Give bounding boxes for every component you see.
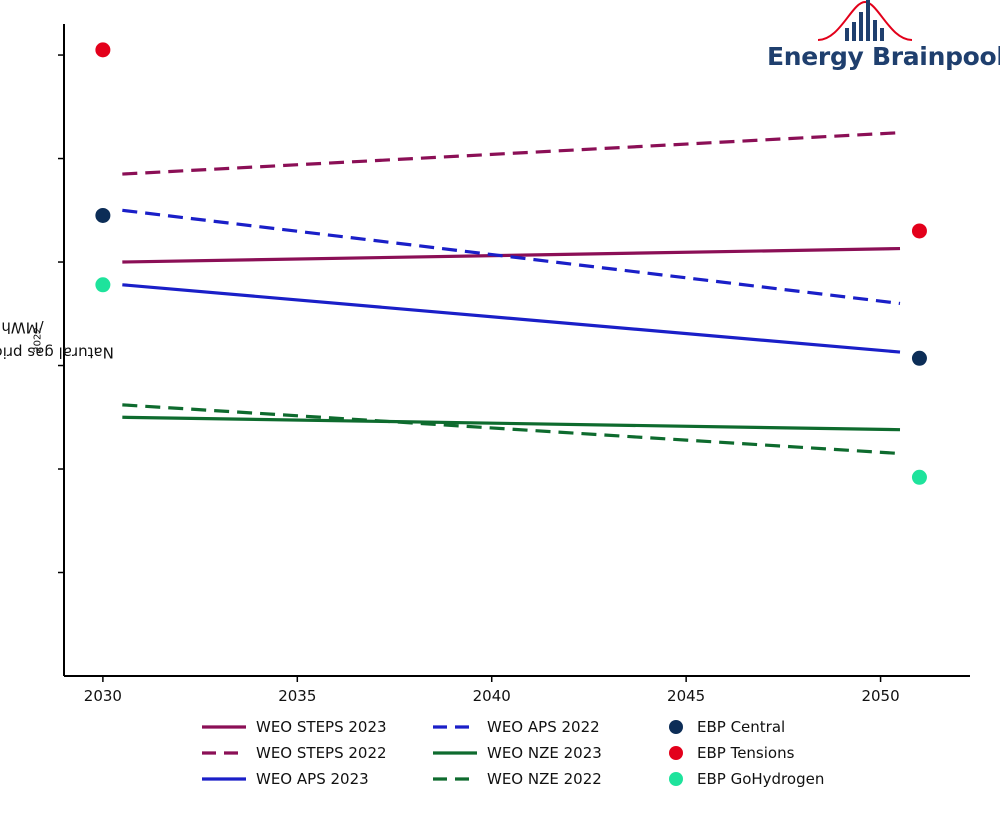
x-tick-label: 2040 xyxy=(473,687,511,705)
series-line xyxy=(122,131,901,176)
legend-marker xyxy=(669,720,683,734)
legend-label: WEO STEPS 2023 xyxy=(256,718,387,736)
x-tick-label: 2030 xyxy=(84,687,122,705)
series-lines xyxy=(122,131,901,456)
scatter-point xyxy=(95,207,111,223)
scatter-point xyxy=(911,223,927,239)
legend-label: EBP GoHydrogen xyxy=(697,770,824,788)
legend: WEO STEPS 2023 WEO STEPS 2022 WEO APS 2023… xyxy=(202,718,824,788)
legend-marker xyxy=(669,772,683,786)
x-tick-label: 2035 xyxy=(278,687,316,705)
x-tick-label: 2045 xyxy=(667,687,705,705)
legend-label: EBP Central xyxy=(697,718,785,736)
legend-marker xyxy=(669,746,683,760)
x-tick-label: 2050 xyxy=(861,687,899,705)
series-line xyxy=(122,415,901,432)
series-line xyxy=(122,403,901,456)
scatter-point xyxy=(95,42,111,58)
legend-label: WEO NZE 2022 xyxy=(487,770,602,788)
scatter-point xyxy=(911,469,927,485)
scatter-point xyxy=(95,277,111,293)
legend-label: WEO APS 2022 xyxy=(487,718,600,736)
logo-icon xyxy=(817,0,913,41)
series-line xyxy=(122,283,901,354)
legend-label: WEO APS 2023 xyxy=(256,770,369,788)
series-line xyxy=(122,208,901,306)
brand-logo: Energy Brainpool xyxy=(760,0,1000,80)
legend-label: EBP Tensions xyxy=(697,744,795,762)
legend-label: WEO STEPS 2022 xyxy=(256,744,387,762)
legend-label: WEO NZE 2023 xyxy=(487,744,602,762)
scatter-points xyxy=(95,42,927,485)
axes: 2030 2035 2040 2045 2050 xyxy=(58,24,970,705)
scatter-point xyxy=(911,350,927,366)
brand-name: Energy Brainpool xyxy=(767,42,1000,71)
